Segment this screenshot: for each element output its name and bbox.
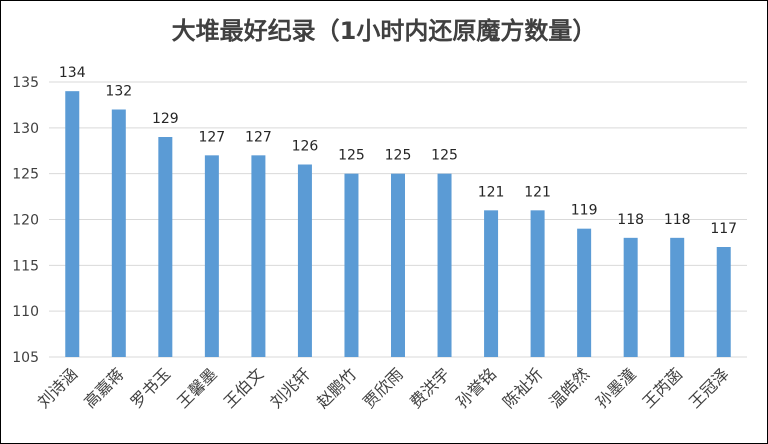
data-label: 119 bbox=[571, 203, 598, 219]
bar bbox=[65, 91, 80, 358]
y-tick-label: 110 bbox=[12, 304, 39, 320]
data-label: 117 bbox=[710, 221, 737, 237]
x-tick-label: 费洪宇 bbox=[406, 364, 453, 411]
y-tick-label: 130 bbox=[12, 121, 39, 137]
bar bbox=[204, 155, 219, 357]
bar bbox=[251, 155, 266, 357]
data-label: 126 bbox=[292, 139, 319, 155]
data-label: 127 bbox=[245, 129, 272, 145]
bar bbox=[344, 173, 359, 357]
bar bbox=[391, 173, 405, 357]
bar bbox=[484, 210, 499, 357]
y-tick-label: 120 bbox=[12, 213, 39, 229]
bar bbox=[716, 247, 731, 357]
bar bbox=[623, 237, 638, 357]
data-label: 125 bbox=[385, 148, 412, 164]
data-label: 134 bbox=[59, 65, 86, 81]
x-tick-label: 温皓然 bbox=[546, 364, 593, 411]
data-label: 132 bbox=[105, 84, 132, 100]
data-label: 121 bbox=[478, 184, 505, 200]
bar bbox=[577, 228, 592, 357]
data-label: 118 bbox=[664, 212, 691, 228]
bar bbox=[437, 173, 452, 357]
x-tick-label: 贾欣雨 bbox=[359, 364, 406, 411]
x-tick-label: 刘兆轩 bbox=[266, 364, 313, 411]
x-tick-label: 王芮菡 bbox=[639, 364, 686, 411]
data-label: 127 bbox=[198, 129, 225, 145]
data-label: 118 bbox=[617, 212, 644, 228]
x-tick-label: 孙誉铭 bbox=[453, 364, 500, 411]
x-tick-label: 陈祉圻 bbox=[499, 364, 546, 411]
data-label: 125 bbox=[431, 148, 458, 164]
bar bbox=[111, 109, 126, 357]
y-tick-label: 105 bbox=[12, 350, 39, 366]
y-tick-label: 125 bbox=[12, 167, 39, 183]
data-label: 125 bbox=[338, 148, 365, 164]
data-label: 129 bbox=[152, 111, 179, 127]
bar bbox=[297, 164, 312, 357]
data-label: 121 bbox=[524, 184, 551, 200]
chart-title: 大堆最好纪录（1小时内还原魔方数量） bbox=[171, 17, 597, 45]
y-tick-label: 135 bbox=[12, 75, 39, 91]
x-tick-label: 王馨墨 bbox=[173, 364, 220, 411]
x-tick-label: 罗书玉 bbox=[127, 364, 174, 411]
bar bbox=[158, 137, 173, 357]
x-tick-label: 高嘉蒋 bbox=[80, 364, 127, 411]
x-tick-label: 王冠泽 bbox=[685, 364, 732, 411]
x-tick-label: 刘诗涵 bbox=[34, 364, 81, 411]
bar bbox=[670, 237, 685, 357]
x-tick-label: 王伯文 bbox=[220, 364, 267, 411]
x-tick-label: 赵鹏竹 bbox=[313, 364, 360, 411]
y-tick-label: 115 bbox=[12, 258, 39, 274]
bar bbox=[530, 210, 545, 357]
x-tick-label: 孙墨潼 bbox=[592, 364, 639, 411]
